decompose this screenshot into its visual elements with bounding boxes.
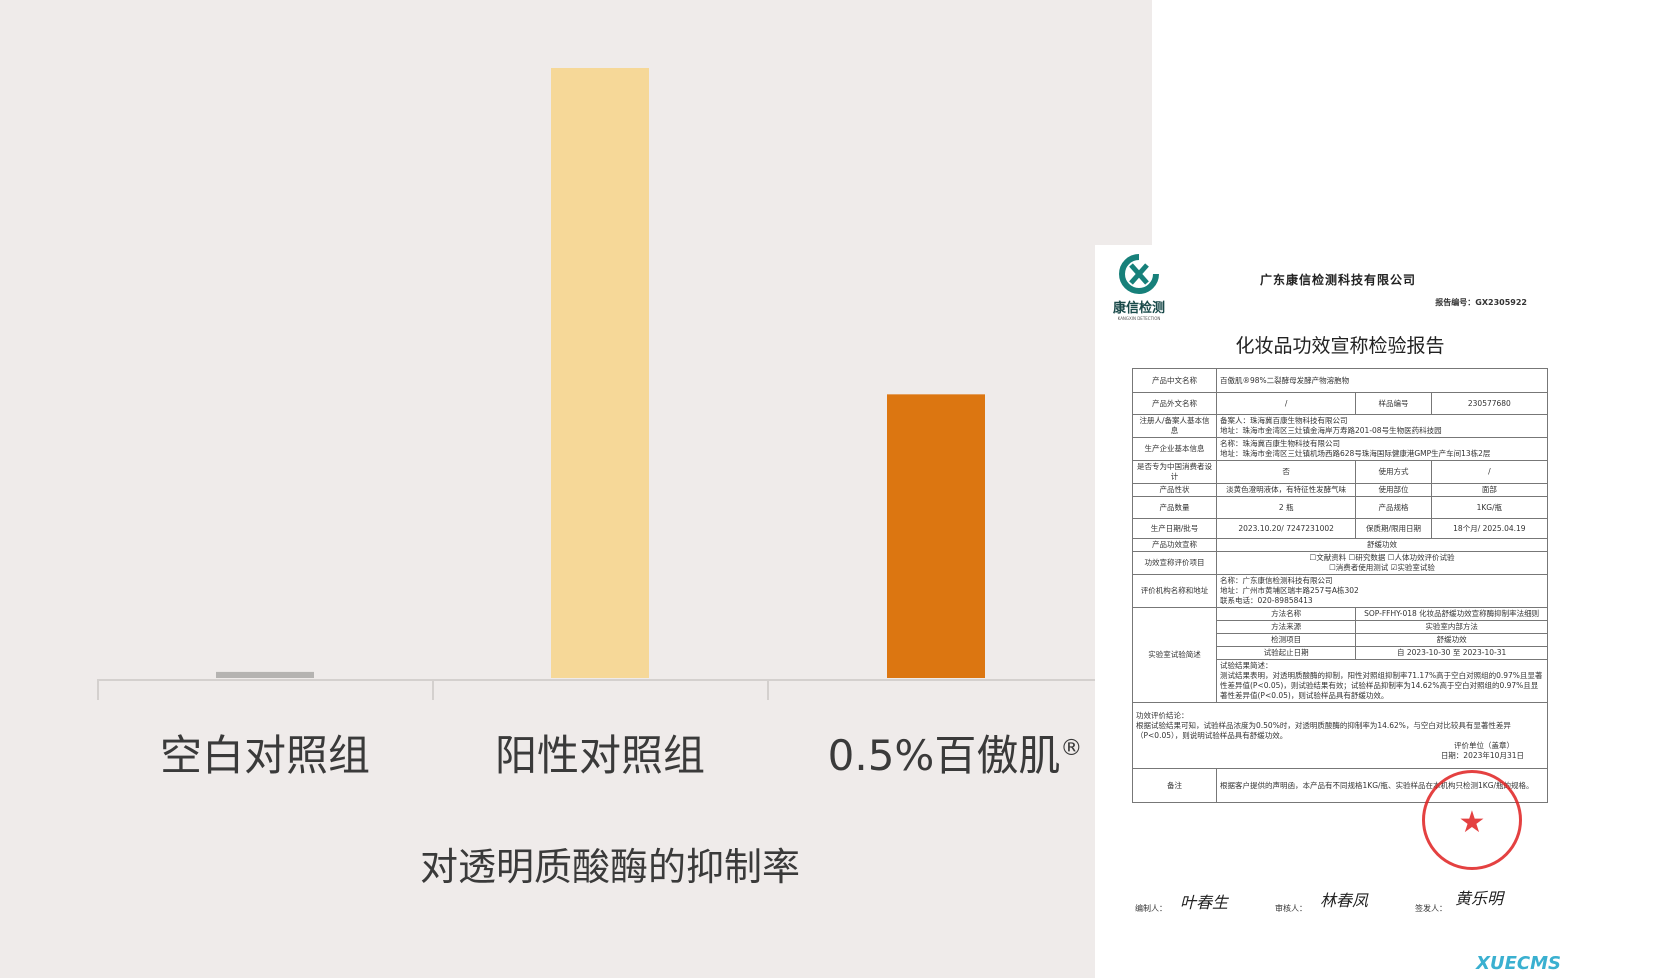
chart: 空白对照组 阳性对照组 0.5%百傲肌® 对透明质酸酶的抑制率 — [0, 0, 1152, 978]
x-axis — [97, 679, 1105, 700]
logo-text: 康信检测 — [1112, 301, 1165, 316]
bar-2 — [887, 394, 985, 678]
chart-title: 对透明质酸酶的抑制率 — [419, 845, 800, 889]
cell: 1KG/瓶 — [1430, 496, 1549, 519]
cell: 使用部位 — [1355, 483, 1432, 497]
cell: 生产日期/批号 — [1132, 518, 1217, 539]
company-logo: 康信检测 KANGXIN DETECTION — [1109, 253, 1169, 321]
cell: 产品规格 — [1355, 496, 1432, 519]
cell: 舒缓功效 — [1355, 633, 1548, 647]
cell: 保质期/限用日期 — [1355, 518, 1432, 539]
cell: 功效宣称评价项目 — [1132, 551, 1217, 575]
cell: 方法名称 — [1215, 607, 1357, 621]
cell: 18个月/ 2025.04.19 — [1430, 518, 1549, 539]
cell: 产品数量 — [1132, 496, 1217, 519]
watermark: XUECMS — [1476, 953, 1561, 974]
cell: 百傲肌®98%二裂酵母发酵产物溶胞物 — [1216, 368, 1548, 393]
cell: 2 瓶 — [1215, 496, 1357, 519]
cell: 名称：珠海冀百康生物科技有限公司 地址：珠海市金湾区三灶镇机场西路628号珠海国际… — [1216, 437, 1548, 461]
cell: 产品功效宣称 — [1132, 538, 1217, 552]
cell: 注册人/备案人基本信息 — [1132, 414, 1217, 438]
cell: 方法来源 — [1215, 620, 1357, 634]
test-report: 康信检测 KANGXIN DETECTION 广东康信检测科技有限公司 报告编号… — [1095, 245, 1565, 978]
cell: 产品性状 — [1132, 483, 1217, 497]
cell: 评价机构名称和地址 — [1132, 574, 1217, 608]
cell: 名称：广东康信检测科技有限公司 地址：广州市黄埔区瑞丰路257号A栋302 联系电话… — [1216, 574, 1548, 608]
cell: 230577680 — [1430, 392, 1549, 415]
cell: 产品中文名称 — [1132, 368, 1217, 393]
cell: 试验结果简述： 测试结果表明，对透明质酸酶的抑制，阳性对照组抑制率71.17%高于… — [1216, 659, 1548, 703]
cell: 实验室试验简述 — [1132, 607, 1217, 703]
cell: 面部 — [1430, 483, 1549, 497]
cell: 淡黄色澄明液体，有特征性发酵气味 — [1215, 483, 1357, 497]
cell: 否 — [1215, 460, 1357, 484]
category-label: 阳性对照组 — [494, 731, 705, 780]
cell: 样品编号 — [1355, 392, 1432, 415]
signature: 林春凤 — [1320, 891, 1369, 910]
red-seal-stamp: ★ — [1422, 770, 1522, 870]
category-label: 空白对照组 — [159, 731, 370, 780]
cell: / — [1430, 460, 1549, 484]
bar-chart — [97, 68, 1105, 700]
report-title: 化妆品功效宣称检验报告 — [1235, 335, 1445, 357]
cell: 产品外文名称 — [1132, 392, 1217, 415]
cell: / — [1215, 392, 1357, 415]
bar-1 — [551, 68, 649, 678]
company-name: 广东康信检测科技有限公司 — [1260, 273, 1417, 287]
cell: 舒缓功效 — [1216, 538, 1548, 552]
cell: 生产企业基本信息 — [1132, 437, 1217, 461]
report-table: 产品中文名称 百傲肌®98%二裂酵母发酵产物溶胞物 产品外文名称 / 样品编号 2305… — [1132, 368, 1549, 803]
logo-en: KANGXIN DETECTION — [1117, 316, 1161, 321]
cell: 2023.10.20/ 7247231002 — [1215, 518, 1357, 539]
signature: 黄乐明 — [1455, 889, 1504, 908]
cell: 使用方式 — [1355, 460, 1432, 484]
cell: 是否专为中国消费者设计 — [1132, 460, 1217, 484]
cell: 检测项目 — [1215, 633, 1357, 647]
cell: 实验室内部方法 — [1355, 620, 1548, 634]
logo-icon — [1119, 254, 1159, 294]
cell: 备案人：珠海冀百康生物科技有限公司 地址：珠海市金湾区三灶镇金海岸万寿路201-0… — [1216, 414, 1548, 438]
category-label: 0.5%百傲肌® — [827, 731, 1083, 780]
cell: 自 2023-10-30 至 2023-10-31 — [1355, 646, 1548, 660]
cell: SOP-FFHY-018 化妆品舒缓功效宣称酶抑制率法细则 — [1355, 607, 1548, 621]
cell: 试验起止日期 — [1215, 646, 1357, 660]
signature: 叶春生 — [1180, 893, 1229, 912]
cell: ☐文献资料 ☐研究数据 ☐人体功效评价试验 ☐消费者使用测试 ☑实验室试验 — [1216, 551, 1548, 575]
bar-0 — [216, 671, 314, 678]
cell: 备注 — [1132, 768, 1217, 803]
report-number: 报告编号：GX2305922 — [1435, 298, 1527, 307]
cell: 功效评价结论： 根据试验结果可知，试验样品浓度为0.50%时，对透明质酸酶的抑制率… — [1132, 702, 1548, 769]
